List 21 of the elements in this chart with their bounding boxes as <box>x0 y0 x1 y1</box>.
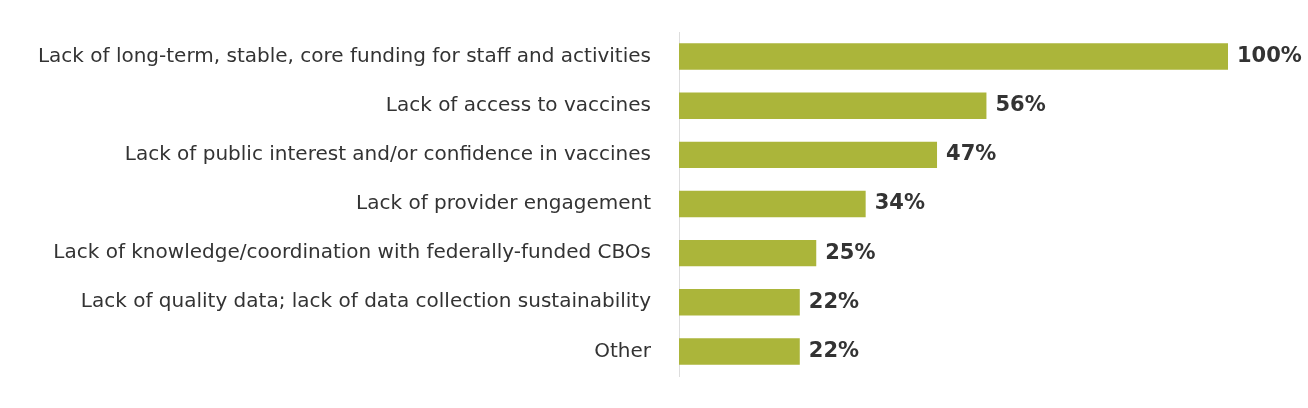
bar <box>679 289 800 316</box>
data-label: 22% <box>808 337 860 362</box>
y-tick-label: Lack of access to vaccines <box>385 91 651 116</box>
bar <box>679 92 987 119</box>
data-label: 22% <box>808 288 860 313</box>
y-tick-label: Other <box>594 337 652 362</box>
data-label: 34% <box>874 190 925 215</box>
y-tick-label: Lack of quality data; lack of data collection sustainability <box>80 288 652 313</box>
bar <box>679 338 800 365</box>
y-tick-label: Lack of public interest and/or confidence in vaccines <box>124 141 651 166</box>
data-label: 25% <box>825 239 876 264</box>
bar <box>679 239 817 267</box>
y-tick-label: Lack of provider engagement <box>356 190 652 215</box>
data-label: 100% <box>1237 43 1302 68</box>
data-label: 56% <box>995 92 1046 117</box>
bar <box>679 190 866 218</box>
bar <box>679 43 1228 70</box>
y-tick-label: Lack of knowledge/coordination with federally-funded CBOs <box>53 239 651 264</box>
bar <box>679 141 938 169</box>
y-tick-label: Lack of long-term, stable, core funding for staff and activities <box>37 42 651 67</box>
data-label: 47% <box>946 141 997 166</box>
